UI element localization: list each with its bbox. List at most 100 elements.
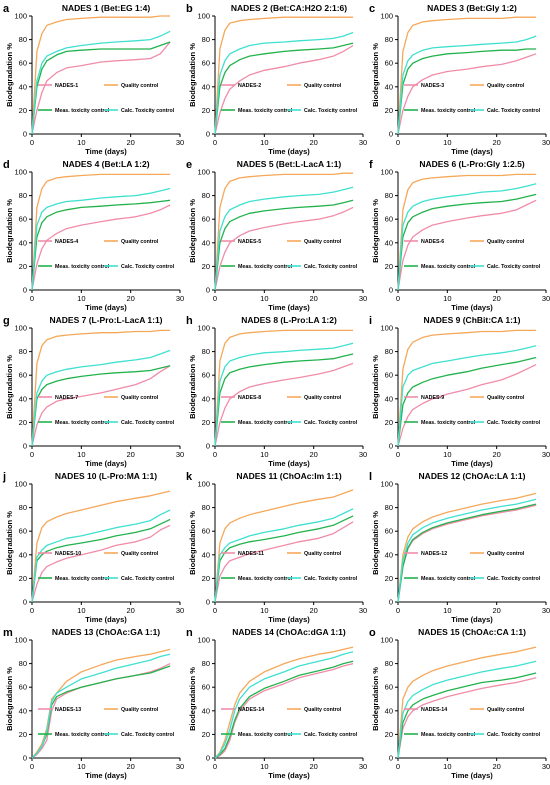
legend-label-meas: Meas. toxicity control xyxy=(55,420,110,426)
y-tick-label: 20 xyxy=(385,262,393,271)
x-tick-label: 20 xyxy=(309,606,317,615)
chart-legend: NADES-3 Quality control Meas. toxicity con… xyxy=(404,83,541,114)
legend-label-quality: Quality control xyxy=(121,395,159,401)
y-axis-label: Biodegradation % xyxy=(188,355,197,419)
series-line-quality xyxy=(31,15,171,135)
y-axis-label: Biodegradation % xyxy=(5,43,14,107)
y-tick-label: 80 xyxy=(19,35,27,44)
x-tick-label: 30 xyxy=(542,450,550,459)
legend-label-meas: Meas. toxicity control xyxy=(55,264,110,270)
chart-legend: NADES-7 Quality control Meas. toxicity con… xyxy=(38,395,175,426)
y-tick-label: 40 xyxy=(202,238,210,247)
y-tick-label: 80 xyxy=(202,347,210,356)
y-tick-label: 0 xyxy=(206,130,210,139)
series-line-nades xyxy=(397,53,537,135)
x-tick-label: 0 xyxy=(396,606,400,615)
legend-label-nades: NADES-8 xyxy=(238,395,261,401)
series-line-meas xyxy=(397,48,537,135)
y-tick-label: 0 xyxy=(389,130,393,139)
x-tick-label: 0 xyxy=(396,294,400,303)
y-tick-label: 20 xyxy=(385,418,393,427)
chart-panel-j: j NADES 10 (L-Pro:MA 1:1) 0 20 40 60 80 100 0 10 2… xyxy=(2,471,184,624)
legend-label-calc: Calc. Toxicity control xyxy=(487,576,541,582)
chart-title: NADES 13 (ChOAc:GA 1:1) xyxy=(52,627,160,637)
y-tick-label: 100 xyxy=(197,636,210,645)
y-tick-label: 20 xyxy=(202,574,210,583)
y-tick-label: 60 xyxy=(385,215,393,224)
series-line-meas xyxy=(397,503,537,603)
y-tick-label: 20 xyxy=(202,730,210,739)
series-line-meas xyxy=(397,672,537,759)
chart-legend: NADES-14 Quality control Meas. toxicity co… xyxy=(404,707,541,738)
series-line-calc xyxy=(31,509,171,603)
y-tick-label: 60 xyxy=(19,683,27,692)
y-tick-label: 100 xyxy=(197,480,210,489)
y-axis-label: Biodegradation % xyxy=(371,511,380,575)
series-line-calc xyxy=(31,187,171,291)
series-line-quality xyxy=(31,173,171,291)
y-axis-label: Biodegradation % xyxy=(5,199,14,263)
x-axis-label: Time (days) xyxy=(85,147,127,156)
series-line-calc xyxy=(397,183,537,291)
legend-label-nades: NADES-9 xyxy=(421,395,444,401)
chart-panel-h: h NADES 8 (L-Pro:LA 1:2) 0 20 40 60 80 100 0 10 20… xyxy=(186,315,367,468)
y-tick-label: 80 xyxy=(385,35,393,44)
y-tick-label: 100 xyxy=(14,168,27,177)
x-tick-label: 0 xyxy=(213,762,217,771)
x-tick-label: 0 xyxy=(396,138,400,147)
x-tick-label: 20 xyxy=(492,450,500,459)
x-axis-label: Time (days) xyxy=(85,303,127,312)
x-tick-label: 20 xyxy=(126,606,134,615)
legend-label-meas: Meas. toxicity control xyxy=(238,108,293,114)
y-tick-label: 100 xyxy=(14,480,27,489)
chart-title: NADES 2 (Bet:CA:H2O 2:1:6) xyxy=(231,3,347,13)
legend-label-meas: Meas. toxicity control xyxy=(238,420,293,426)
panel-letter: j xyxy=(2,471,6,483)
legend-label-calc: Calc. Toxicity control xyxy=(487,108,541,114)
y-tick-label: 20 xyxy=(19,730,27,739)
x-tick-label: 30 xyxy=(176,450,184,459)
y-tick-label: 40 xyxy=(19,238,27,247)
x-tick-label: 0 xyxy=(396,450,400,459)
x-tick-label: 10 xyxy=(260,450,268,459)
series-line-nades xyxy=(397,677,537,759)
series-line-quality xyxy=(397,329,537,447)
legend-label-calc: Calc. Toxicity control xyxy=(121,732,175,738)
x-axis-label: Time (days) xyxy=(451,147,493,156)
chart-legend: NADES-4 Quality control Meas. toxicity con… xyxy=(38,239,175,270)
series-line-calc xyxy=(214,342,354,447)
series-line-nades xyxy=(397,199,537,291)
y-tick-label: 20 xyxy=(202,262,210,271)
y-tick-label: 100 xyxy=(380,636,393,645)
series-line-nades xyxy=(214,662,354,759)
panel-letter: o xyxy=(369,627,376,639)
series-line-calc xyxy=(214,186,354,291)
chart-title: NADES 5 (Bet:L-LacA 1:1) xyxy=(237,159,342,169)
legend-label-nades: NADES-13 xyxy=(55,707,81,713)
chart-title: NADES 9 (ChBit:CA 1:1) xyxy=(424,315,521,325)
x-tick-label: 30 xyxy=(176,762,184,771)
y-tick-label: 0 xyxy=(389,754,393,763)
chart-legend: NADES-8 Quality control Meas. toxicity con… xyxy=(221,395,358,426)
chart-legend: NADES-14 Quality control Meas. toxicity co… xyxy=(221,707,358,738)
x-axis-label: Time (days) xyxy=(268,303,310,312)
y-tick-label: 80 xyxy=(385,503,393,512)
y-tick-label: 20 xyxy=(385,730,393,739)
legend-label-nades: NADES-14 xyxy=(238,707,264,713)
legend-label-meas: Meas. toxicity control xyxy=(55,732,110,738)
series-line-calc xyxy=(397,498,537,603)
x-tick-label: 10 xyxy=(260,138,268,147)
y-tick-label: 20 xyxy=(19,418,27,427)
x-tick-label: 10 xyxy=(443,450,451,459)
x-axis-label: Time (days) xyxy=(451,303,493,312)
y-tick-label: 60 xyxy=(202,371,210,380)
legend-label-quality: Quality control xyxy=(487,395,525,401)
panel-letter: k xyxy=(186,471,193,483)
y-tick-label: 80 xyxy=(19,659,27,668)
y-tick-label: 60 xyxy=(385,371,393,380)
x-tick-label: 20 xyxy=(126,138,134,147)
chart-title: NADES 7 (L-Pro:L-LacA 1:1) xyxy=(49,315,162,325)
y-axis-label: Biodegradation % xyxy=(188,511,197,575)
chart-panel-k: k NADES 11 (ChOAc:Im 1:1) 0 20 40 60 80 100 0 10 2… xyxy=(186,471,367,624)
x-tick-label: 0 xyxy=(396,762,400,771)
